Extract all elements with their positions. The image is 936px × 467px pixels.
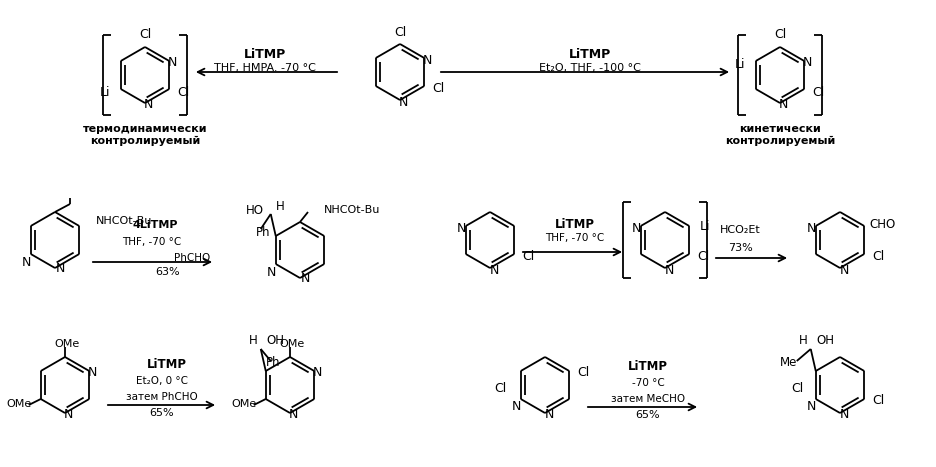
Text: N: N [489, 263, 498, 276]
Text: OMe: OMe [231, 399, 256, 409]
Text: 65%: 65% [635, 410, 660, 420]
Text: N: N [300, 273, 310, 285]
Text: Cl: Cl [871, 395, 884, 408]
Text: HO: HO [245, 204, 263, 217]
Text: OH: OH [267, 333, 285, 347]
Text: HCO₂Et: HCO₂Et [719, 225, 759, 235]
Text: -70 °C: -70 °C [631, 378, 664, 388]
Text: NHCOt‑Bu: NHCOt‑Bu [96, 216, 153, 226]
Text: N: N [839, 263, 848, 276]
Text: Me: Me [780, 356, 797, 369]
Text: затем PhCHO: затем PhCHO [126, 392, 197, 402]
Text: Cl: Cl [393, 26, 405, 38]
Text: N: N [839, 409, 848, 422]
Text: Et₂O, THF, -100 °C: Et₂O, THF, -100 °C [538, 63, 640, 73]
Text: CHO: CHO [869, 218, 895, 231]
Text: PhCHO: PhCHO [174, 253, 210, 263]
Text: Cl: Cl [696, 249, 709, 262]
Text: H: H [797, 333, 806, 347]
Text: контролируемый: контролируемый [724, 136, 834, 146]
Text: N: N [64, 409, 73, 422]
Text: N: N [806, 221, 815, 234]
Text: контролируемый: контролируемый [90, 136, 200, 146]
Text: Cl: Cl [812, 85, 824, 99]
Text: N: N [802, 57, 812, 70]
Text: LiTMP: LiTMP [568, 48, 610, 61]
Text: кинетически: кинетически [739, 124, 820, 134]
Text: N: N [55, 262, 65, 276]
Text: OH: OH [816, 333, 834, 347]
Text: Cl: Cl [494, 382, 506, 396]
Text: THF, -70 °C: THF, -70 °C [123, 237, 182, 247]
Text: H: H [248, 333, 256, 347]
Text: Cl: Cl [871, 249, 884, 262]
Text: N: N [457, 221, 466, 234]
Text: Cl: Cl [177, 85, 189, 99]
Text: NHCOt‑Bu: NHCOt‑Bu [324, 205, 380, 215]
Text: 65%: 65% [150, 408, 174, 418]
Text: N: N [806, 401, 815, 413]
Text: Ph: Ph [256, 226, 270, 239]
Text: Cl: Cl [139, 28, 151, 42]
Text: LiTMP: LiTMP [627, 361, 667, 374]
Text: N: N [143, 99, 153, 112]
Text: N: N [632, 221, 641, 234]
Text: N: N [87, 367, 96, 380]
Text: OMe: OMe [7, 399, 31, 409]
Text: OMe: OMe [279, 339, 304, 349]
Text: 63%: 63% [155, 267, 180, 277]
Text: H: H [275, 200, 285, 213]
Text: Cl: Cl [521, 249, 534, 262]
Text: N: N [398, 95, 407, 108]
Text: затем MeCHO: затем MeCHO [610, 394, 684, 404]
Text: 4LiTMP: 4LiTMP [132, 220, 178, 230]
Text: N: N [511, 401, 520, 413]
Text: Et₂O, 0 °C: Et₂O, 0 °C [136, 376, 188, 386]
Text: THF, -70 °C: THF, -70 °C [545, 233, 604, 243]
Text: Li: Li [99, 85, 110, 99]
Text: N: N [778, 99, 787, 112]
Text: LiTMP: LiTMP [554, 218, 594, 231]
Text: LiTMP: LiTMP [147, 359, 187, 372]
Text: Ph: Ph [265, 356, 280, 369]
Text: OMe: OMe [54, 339, 80, 349]
Text: 73%: 73% [727, 243, 752, 253]
Text: Cl: Cl [791, 382, 803, 396]
Text: N: N [422, 54, 431, 66]
Text: Li: Li [699, 219, 709, 233]
Text: N: N [288, 409, 298, 422]
Text: N: N [313, 367, 322, 380]
Text: N: N [168, 57, 177, 70]
Text: термодинамически: термодинамически [82, 124, 207, 134]
Text: Li: Li [734, 57, 744, 71]
Text: Cl: Cl [431, 83, 444, 95]
Text: N: N [22, 255, 32, 269]
Text: THF, HMPA. -70 °C: THF, HMPA. -70 °C [213, 63, 315, 73]
Text: LiTMP: LiTMP [243, 48, 285, 61]
Text: N: N [267, 266, 276, 278]
Text: Cl: Cl [577, 367, 589, 380]
Text: Cl: Cl [773, 28, 785, 42]
Text: N: N [664, 263, 673, 276]
Text: N: N [544, 409, 553, 422]
